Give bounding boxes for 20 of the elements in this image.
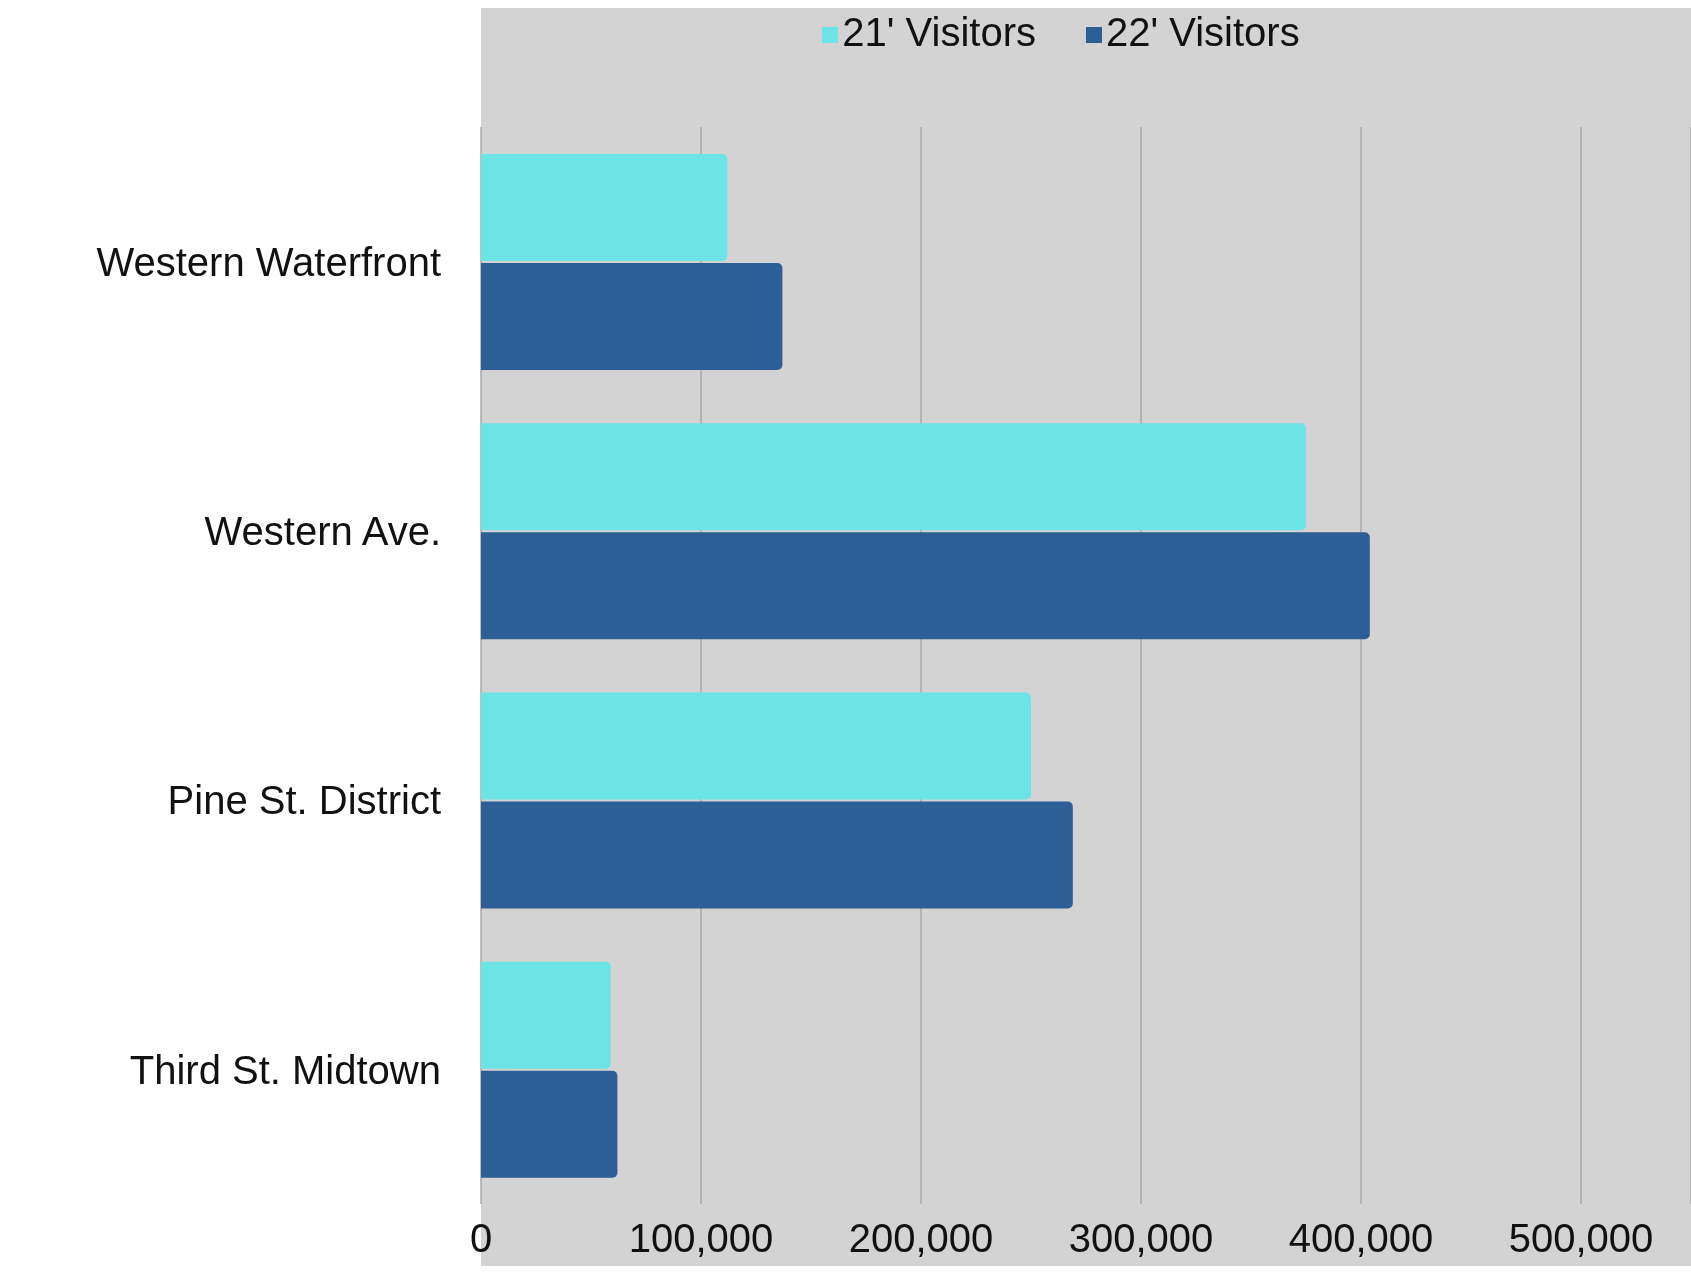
y-tick-label: Pine St. District <box>167 778 441 823</box>
bar <box>481 153 728 261</box>
y-tick-label: Western Waterfront <box>96 239 441 284</box>
bar <box>481 423 1306 531</box>
x-tick-label: 0 <box>469 1216 493 1261</box>
bar <box>481 801 1073 909</box>
x-tick-label: 400,000 <box>1288 1216 1434 1261</box>
bar <box>481 532 1370 640</box>
bar <box>481 262 783 370</box>
x-tick-label: 200,000 <box>848 1216 994 1261</box>
legend-label: 21' Visitors <box>842 10 1036 54</box>
y-tick-label: Western Ave. <box>204 509 441 554</box>
bar <box>481 692 1031 800</box>
x-tick-label: 300,000 <box>1068 1216 1214 1261</box>
bar <box>481 961 611 1069</box>
x-tick-label: 500,000 <box>1508 1216 1654 1261</box>
legend-label: 22' Visitors <box>1106 10 1300 54</box>
bar <box>481 1070 618 1178</box>
x-tick-label: 100,000 <box>628 1216 774 1261</box>
y-tick-label: Third St. Midtown <box>129 1047 441 1092</box>
